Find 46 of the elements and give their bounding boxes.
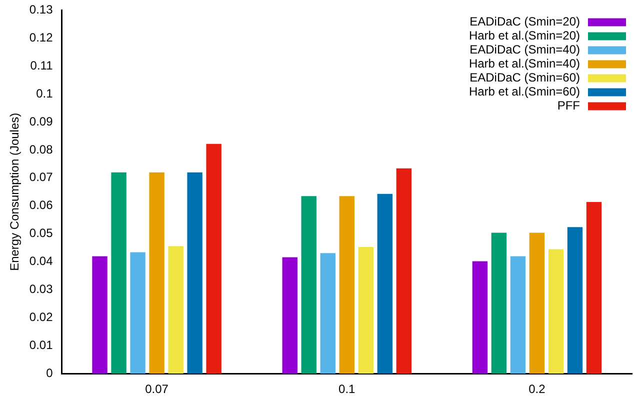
bar	[339, 196, 354, 374]
y-tick-label: 0.11	[30, 58, 54, 72]
bar	[206, 144, 222, 374]
bar	[282, 257, 298, 374]
y-tick-label: 0.09	[29, 114, 54, 128]
bar	[358, 246, 374, 374]
bar	[529, 232, 545, 374]
y-tick-label: 0.13	[29, 2, 54, 17]
x-tick-label: 0.2	[528, 382, 546, 396]
y-tick-label: 0.1	[36, 86, 54, 100]
bar	[567, 227, 583, 374]
bar	[130, 252, 146, 374]
y-tick-label: 0.12	[29, 30, 54, 44]
bar	[491, 232, 507, 374]
y-tick-label: 0.03	[29, 282, 54, 296]
legend-label: EADiDaC (Smin=40)	[470, 42, 580, 57]
bar	[111, 172, 126, 374]
bar	[396, 168, 412, 374]
bar	[92, 256, 108, 374]
y-axis-title: Energy Consumption (Joules)	[8, 112, 22, 271]
x-tick-label: 0.1	[338, 382, 356, 396]
y-tick-label: 0.05	[29, 226, 54, 240]
bar	[168, 246, 184, 374]
x-tick-label: 0.07	[145, 382, 169, 396]
legend-label: Harb et al.(Smin=60)	[468, 84, 580, 99]
legend-label: PFF	[557, 98, 580, 113]
legend-label: Harb et al.(Smin=40)	[468, 56, 580, 71]
y-tick-label: 0.08	[29, 142, 54, 156]
y-tick-label: 0.01	[29, 338, 54, 352]
y-tick-label: 0.06	[29, 198, 54, 212]
y-tick-label: 0	[46, 366, 54, 380]
bar	[586, 202, 602, 374]
bar	[377, 194, 392, 374]
y-tick-label: 0.07	[29, 170, 54, 184]
bar	[510, 256, 526, 374]
bar	[187, 172, 202, 374]
bar	[149, 172, 164, 374]
y-tick-label: 0.04	[29, 254, 54, 268]
bar	[548, 249, 564, 374]
bar	[301, 196, 316, 374]
y-tick-label: 0.02	[29, 310, 54, 324]
bar	[472, 261, 488, 374]
bar	[320, 253, 336, 374]
legend-label: Harb et al.(Smin=20)	[468, 28, 580, 43]
legend-label: EADiDaC (Smin=20)	[470, 14, 580, 29]
legend-label: EADiDaC (Smin=60)	[470, 70, 580, 85]
